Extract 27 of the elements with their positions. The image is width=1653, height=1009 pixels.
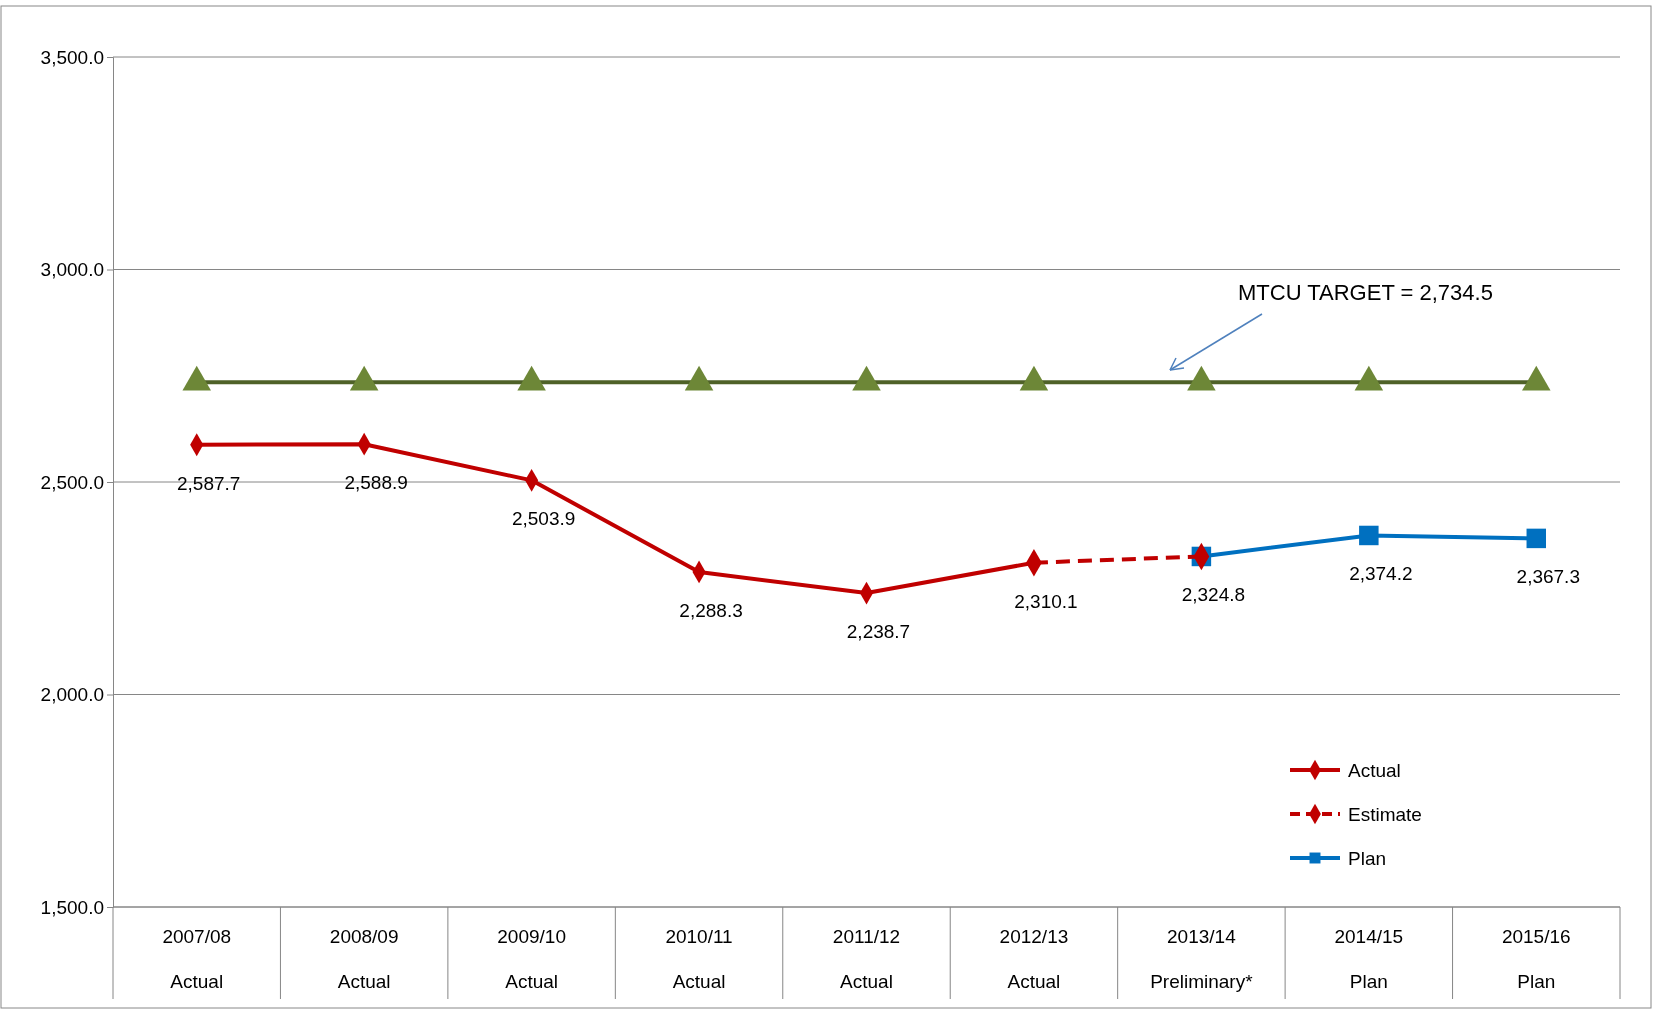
data-label: 2,587.7 — [177, 472, 241, 494]
data-label: 2,238.7 — [846, 621, 911, 643]
y-tick-label: 3,000.0 — [40, 259, 104, 281]
data-label: 2,288.3 — [679, 599, 743, 621]
data-label: 2,367.3 — [1516, 566, 1580, 588]
data-label: 2,588.9 — [344, 472, 408, 494]
category-label: 2010/11 Actual — [665, 926, 733, 992]
legend-label: Estimate — [1348, 804, 1422, 825]
legend-label: Plan — [1348, 848, 1387, 869]
category-label: 2013/14 Preliminary* — [1150, 926, 1253, 992]
data-label: 2,503.9 — [511, 508, 576, 530]
category-label: 2007/08 Actual — [162, 926, 232, 992]
data-label: 2,324.8 — [1181, 584, 1246, 606]
annotation: MTCU TARGET = 2,734.5 — [1238, 280, 1493, 305]
data-label: 2,374.2 — [1349, 563, 1413, 585]
category-label: 2015/16 Plan — [1501, 926, 1571, 992]
data-label: 2,310.1 — [1014, 590, 1078, 612]
category-label: 2011/12 Actual — [832, 926, 901, 992]
y-tick-label: 1,500.0 — [40, 896, 104, 918]
y-tick-label: 2,000.0 — [40, 684, 104, 706]
category-label: 2012/13 Actual — [999, 926, 1069, 992]
y-tick-label: 2,500.0 — [40, 471, 104, 493]
category-label: 2008/09 Actual — [329, 926, 399, 992]
y-tick-label: 3,500.0 — [40, 46, 104, 68]
legend-label: Actual — [1348, 760, 1401, 781]
category-label: 2009/10 Actual — [497, 926, 566, 992]
category-label: 2014/15 Plan — [1334, 926, 1404, 992]
